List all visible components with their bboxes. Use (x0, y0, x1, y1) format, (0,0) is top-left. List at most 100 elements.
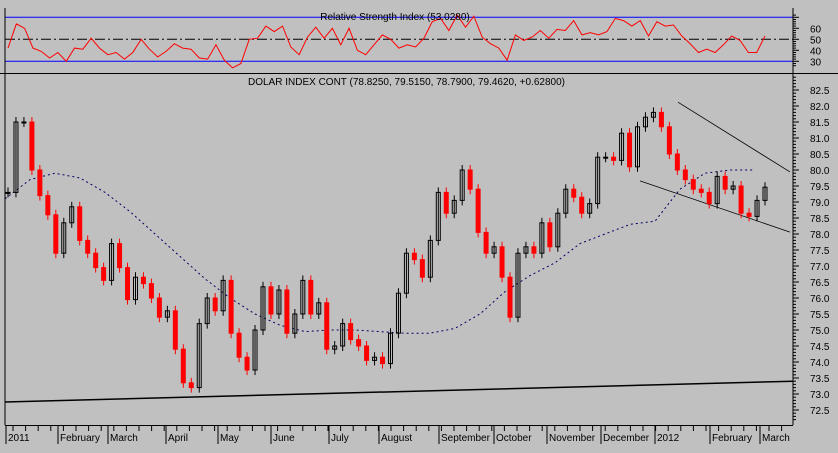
candle-body (746, 212, 752, 217)
price-title: DOLAR INDEX CONT (78.8250, 79.5150, 78.7… (248, 77, 565, 88)
candle-body (93, 252, 99, 269)
price-tick-label: 76.5 (810, 278, 830, 289)
candle-body (738, 185, 744, 214)
candle-body (180, 348, 186, 384)
candle-body (324, 302, 330, 350)
candle-body (69, 206, 75, 224)
candle-body (722, 175, 728, 190)
candle-body (380, 356, 386, 365)
candle-body (611, 156, 617, 161)
price-tick-label: 82.5 (810, 86, 830, 97)
candle-body (483, 231, 489, 254)
candle-body (308, 279, 314, 315)
candle-body (45, 195, 51, 216)
candle-body (555, 212, 561, 248)
candle-body (547, 222, 553, 248)
candle-body (356, 339, 362, 347)
candle-body (372, 356, 378, 361)
candle-body (117, 243, 123, 269)
candle-body (714, 175, 720, 205)
candle-body (77, 206, 83, 241)
price-tick-label: 73.0 (810, 390, 830, 401)
month-label: 2011 (8, 433, 30, 444)
candle-body (595, 156, 601, 205)
candle-body (435, 191, 441, 241)
month-label: November (549, 433, 596, 444)
candle-body (603, 156, 609, 159)
candle-body (571, 188, 577, 198)
trendline (677, 101, 791, 173)
candle-body (579, 196, 585, 214)
price-tick-label: 80.0 (810, 166, 830, 177)
candle-body (53, 214, 59, 254)
candle-body (419, 259, 425, 278)
month-label: April (168, 433, 188, 444)
candle-body (156, 297, 162, 318)
price-tick-label: 73.5 (810, 374, 830, 385)
candle-body (348, 323, 354, 341)
trendline (639, 180, 791, 233)
trendline (4, 380, 794, 403)
candle-body (467, 169, 473, 190)
candle-body (635, 126, 641, 168)
month-label: July (331, 433, 349, 444)
candle-body (642, 116, 648, 128)
candle-body (188, 382, 194, 389)
candle-body (172, 310, 178, 350)
candle-body (451, 199, 457, 214)
candle-body (220, 279, 226, 312)
candle-body (61, 222, 67, 254)
candle-body (563, 188, 569, 214)
candle-body (5, 191, 11, 194)
rsi-tick-label: 40 (810, 46, 822, 57)
candle-body (523, 246, 529, 254)
candle-body (29, 121, 35, 171)
candle-body (459, 169, 465, 201)
candle-body (475, 188, 481, 233)
candle-body (682, 169, 688, 181)
price-tick-label: 75.5 (810, 310, 830, 321)
candle-body (292, 313, 298, 334)
candle-body (627, 132, 633, 168)
candle-body (13, 121, 19, 193)
price-tick-label: 77.0 (810, 262, 830, 273)
candle-body (260, 286, 266, 331)
candle-body (125, 267, 131, 301)
price-tick-label: 81.5 (810, 118, 830, 129)
price-tick-label: 80.5 (810, 150, 830, 161)
price-tick-label: 75.0 (810, 326, 830, 337)
candle-body (619, 132, 625, 161)
rsi-panel (5, 14, 793, 69)
candle-body (531, 246, 537, 254)
price-tick-label: 82.0 (810, 102, 830, 113)
candle-body (491, 246, 497, 254)
candle-body (109, 243, 115, 281)
rsi-title: Relative Strength Index (53.0280) (320, 12, 470, 23)
candle-body (340, 323, 346, 347)
price-tick-label: 81.0 (810, 134, 830, 145)
candle-body (284, 289, 290, 334)
price-tick-label: 77.5 (810, 246, 830, 257)
candle-body (698, 188, 704, 193)
candle-body (85, 239, 91, 254)
price-tick-label: 78.5 (810, 214, 830, 225)
candle-body (658, 111, 664, 128)
candle-body (268, 286, 274, 315)
price-tick-label: 79.0 (810, 198, 830, 209)
price-tick-label: 78.0 (810, 230, 830, 241)
month-label: March (110, 433, 138, 444)
candle-body (164, 310, 170, 318)
month-label: June (273, 433, 295, 444)
candle-body (443, 191, 449, 214)
candle-body (690, 179, 696, 190)
price-tick-label: 79.5 (810, 182, 830, 193)
candle-body (762, 186, 768, 201)
candle-body (300, 279, 306, 315)
month-label: 2012 (657, 433, 680, 444)
month-label: August (381, 433, 412, 444)
month-label: May (220, 433, 239, 444)
price-panel (4, 101, 794, 403)
candle-body (730, 185, 736, 190)
candle-body (403, 252, 409, 294)
